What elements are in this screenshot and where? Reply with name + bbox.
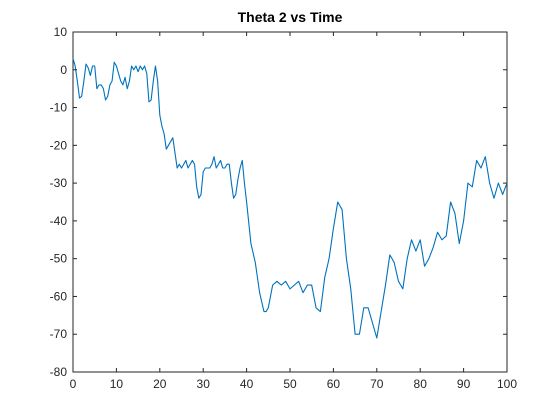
y-tick-label: -60 [50,289,68,303]
series-line-0 [72,58,508,339]
plot-area [72,31,508,373]
x-tick-label: 40 [240,377,254,391]
x-tick-label: 30 [197,377,211,391]
y-tick-label: 0 [60,63,67,77]
x-tick-label: 10 [110,377,124,391]
x-tick-label: 0 [70,377,77,391]
chart-title: Theta 2 vs Time [238,9,343,25]
x-tick-label: 60 [327,377,341,391]
x-tick-label: 70 [370,377,384,391]
y-tick-label: -50 [50,252,68,266]
y-tick-label: -80 [50,365,68,379]
y-tick-label: -70 [50,327,68,341]
ticks-layer: 0 10 20 30 40 50 60 70 80 90 100-80-70-60-50-40-30… [50,25,518,391]
x-tick-label: 80 [414,377,428,391]
x-tick-label: 50 [283,377,297,391]
x-tick-label: 90 [457,377,471,391]
x-tick-label: 100 [497,377,517,391]
y-tick-label: 10 [54,25,68,39]
y-tick-label: -30 [50,176,68,190]
x-tick-label: 20 [153,377,167,391]
y-tick-label: -10 [50,101,68,115]
y-tick-label: -40 [50,214,68,228]
series-layer [72,58,508,339]
y-tick-label: -20 [50,138,68,152]
